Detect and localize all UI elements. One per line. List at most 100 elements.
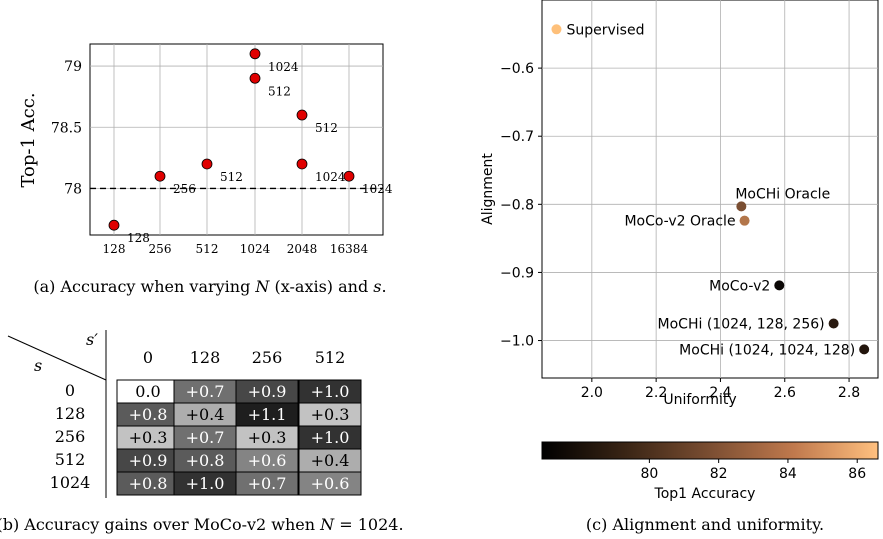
table-b-cell-value: +1.1 [248, 405, 287, 424]
colorbar-label: Top1 Accuracy [654, 486, 756, 502]
table-b-cell-value: +1.0 [186, 474, 225, 493]
table-b-cell-value: +0.7 [186, 382, 225, 401]
table-b-column-label: 512 [315, 348, 346, 367]
table-b-cell-value: +0.6 [248, 451, 287, 470]
table-b-row-label: 1024 [50, 473, 91, 492]
table-b-cell-value: +0.8 [129, 405, 168, 424]
table-b-cell-value: +1.0 [311, 428, 350, 447]
chart-c-y-tick-label: −0.8 [500, 197, 534, 213]
chart-a-point [154, 170, 166, 182]
chart-c-x-tick-label: 2.4 [709, 385, 731, 401]
table-b-cell-value: +1.0 [311, 382, 350, 401]
table-b-cell-value: +0.8 [129, 474, 168, 493]
table-b-row-label: 128 [55, 404, 86, 423]
chart-c-y-ticks: −0.6 −0.7 −0.8 −0.9 −1.0 [500, 61, 542, 350]
table-b-diagonal [7, 335, 107, 381]
table-b-row-label: 256 [55, 427, 86, 446]
table-b-cell-value: +0.4 [186, 405, 225, 424]
chart-a-x-tick-label: 16384 [330, 242, 369, 256]
chart-a-y-axis-label: Top-1 Acc. [18, 92, 39, 187]
chart-c-point-label: MoCHi Oracle [735, 186, 830, 202]
chart-c-x-tick-label: 2.2 [645, 385, 667, 401]
chart-c-point [736, 201, 747, 212]
chart-c-y-tick-label: −0.7 [500, 129, 534, 145]
chart-c-point-label: MoCo-v2 [709, 278, 770, 294]
table-b-column-label: 0 [143, 348, 153, 367]
chart-a-point [249, 72, 261, 84]
chart-c-y-tick-label: −0.6 [500, 61, 534, 77]
chart-a-gridlines [90, 44, 383, 235]
colorbar: 80 82 84 86 Top1 Accuracy [541, 441, 879, 502]
colorbar-tick-label: 84 [779, 466, 797, 482]
chart-a-y-tick-label: 79 [64, 59, 82, 75]
table-b-row-header: s [34, 356, 42, 375]
caption-b: (b) Accuracy gains over MoCo-v2 when N =… [0, 515, 404, 534]
chart-c-x-ticks: 2.0 2.2 2.4 2.6 2.8 [581, 378, 860, 401]
table-b-cell-value: +0.4 [311, 451, 350, 470]
chart-a-y-ticks: 78 78.5 79 [51, 59, 82, 197]
table-b-column-label: 256 [252, 348, 283, 367]
caption-a: (a) Accuracy when varying N (x-axis) and… [33, 277, 386, 296]
table-b-cell-value: 0.0 [135, 382, 160, 401]
chart-c: 2.0 2.2 2.4 2.6 2.8 −0.6 −0.7 −0.8 −0.9 −1.0 Sup… [480, 0, 879, 408]
table-b-cell-value: +0.8 [186, 451, 225, 470]
chart-a-points: 128 256 512 1024 512 512 1024 1024 [108, 48, 393, 245]
chart-c-x-tick-label: 2.6 [774, 385, 796, 401]
colorbar-gradient [541, 441, 879, 460]
table-b-cell-value: +0.3 [248, 428, 287, 447]
chart-c-point [828, 318, 839, 329]
table-b-col-header: s′ [86, 330, 98, 349]
chart-a-x-tick-label: 2048 [287, 242, 318, 256]
chart-a-x-tick-label: 1024 [240, 242, 271, 256]
chart-a-point [296, 109, 308, 121]
table-b-cell [298, 471, 362, 496]
chart-a-point-label: 128 [127, 231, 150, 245]
table-b-cell-value: +0.6 [311, 474, 350, 493]
chart-a-plot-area [89, 43, 384, 236]
chart-c-point-label: MoCo-v2 Oracle [624, 214, 735, 230]
chart-a-point [108, 219, 120, 231]
chart-a-point [343, 170, 355, 182]
colorbar-tick-label: 82 [710, 466, 728, 482]
caption-c: (c) Alignment and uniformity. [586, 515, 824, 534]
chart-a-y-tick-label: 78 [64, 181, 82, 197]
chart-a-point-label: 1024 [268, 60, 299, 74]
table-b-cell [235, 471, 299, 496]
chart-c-point [739, 215, 750, 226]
chart-c-point-label: MoCHi (1024, 1024, 128) [679, 342, 855, 358]
table-b-row-label: 512 [55, 450, 86, 469]
chart-c-x-axis-label: Uniformity [663, 392, 736, 408]
chart-a-point [201, 158, 213, 170]
table-b-cell-value: +0.7 [248, 474, 287, 493]
chart-c-y-axis-label: Alignment [480, 153, 496, 225]
colorbar-tick-label: 80 [640, 466, 658, 482]
chart-c-point-label: Supervised [566, 22, 644, 38]
chart-a-x-tick-label: 256 [149, 242, 172, 256]
table-b-cell-value: +0.3 [129, 428, 168, 447]
chart-a-y-tick-label: 78.5 [51, 120, 82, 136]
chart-a-point-label: 512 [220, 170, 243, 184]
chart-c-x-tick-label: 2.0 [581, 385, 603, 401]
table-b-cell-value: +0.7 [186, 428, 225, 447]
chart-a-point-label: 1024 [315, 170, 346, 184]
chart-a-point-label: 512 [315, 121, 338, 135]
chart-c-x-tick-label: 2.8 [838, 385, 860, 401]
chart-a-x-ticks: 128 256 512 1024 2048 16384 [103, 242, 369, 256]
table-b: s′ s 0 128 256 512 0 0.0 +0.7 +0.9 +1.0 128 +0.8 +0.4… [7, 330, 362, 498]
chart-a-point [296, 158, 308, 170]
chart-a-x-tick-label: 512 [196, 242, 219, 256]
chart-c-point [859, 344, 870, 355]
table-b-column-label: 128 [190, 348, 221, 367]
table-b-cell-value: +0.9 [129, 451, 168, 470]
table-b-cell-value: +0.3 [311, 405, 350, 424]
chart-a-x-tick-label: 128 [103, 242, 126, 256]
chart-c-point [774, 280, 785, 291]
table-b-row-label: 0 [65, 381, 75, 400]
chart-a-point [249, 48, 261, 60]
chart-c-plot-area [541, 0, 879, 379]
chart-c-gridlines [542, 0, 878, 378]
colorbar-tick-label: 86 [848, 466, 866, 482]
